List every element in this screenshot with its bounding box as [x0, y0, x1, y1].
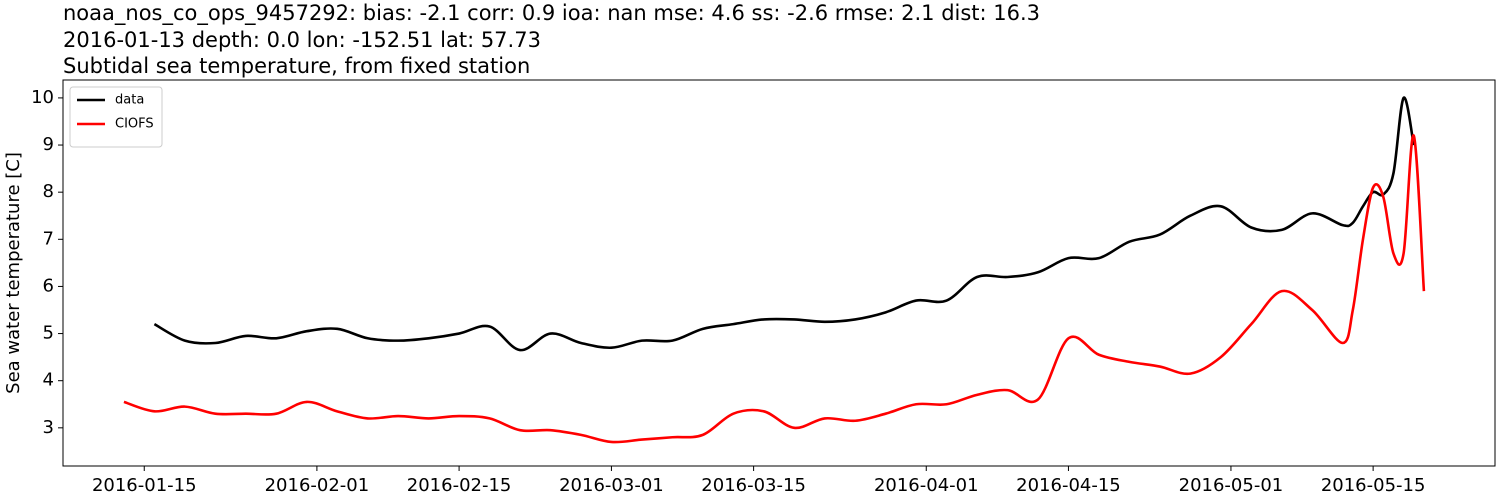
- y-tick-label: 7: [43, 228, 54, 249]
- y-tick-label: 8: [43, 181, 54, 202]
- chart-title: noaa_nos_co_ops_9457292: bias: -2.1 corr…: [63, 1, 1040, 26]
- y-tick-label: 10: [31, 87, 54, 108]
- chart-subtitle: 2016-01-13 depth: 0.0 lon: -152.51 lat: …: [63, 28, 541, 52]
- chart-description: Subtidal sea temperature, from fixed sta…: [63, 54, 530, 78]
- series-line: [153, 96, 1416, 352]
- x-tick-label: 2016-02-01: [265, 475, 370, 496]
- y-tick-label: 6: [43, 275, 54, 296]
- legend-label: CIOFS: [115, 117, 154, 132]
- series-line: [123, 134, 1426, 444]
- x-tick-label: 2016-05-01: [1179, 475, 1284, 496]
- x-tick-label: 2016-04-01: [874, 475, 979, 496]
- x-tick-label: 2016-02-15: [407, 475, 512, 496]
- y-axis-label: Sea water temperature [C]: [3, 152, 24, 394]
- x-tick-label: 2016-01-15: [92, 475, 197, 496]
- x-tick-label: 2016-03-01: [559, 475, 664, 496]
- legend-label: data: [115, 93, 144, 108]
- y-tick-label: 4: [43, 370, 54, 391]
- plot-frame: [62, 79, 1496, 467]
- x-tick-label: 2016-05-15: [1321, 475, 1426, 496]
- legend-box: [69, 86, 163, 148]
- x-tick-label: 2016-04-15: [1016, 475, 1121, 496]
- x-tick-label: 2016-03-15: [701, 475, 806, 496]
- y-tick-label: 5: [43, 323, 54, 344]
- y-tick-label: 9: [43, 134, 54, 155]
- y-tick-label: 3: [43, 417, 54, 438]
